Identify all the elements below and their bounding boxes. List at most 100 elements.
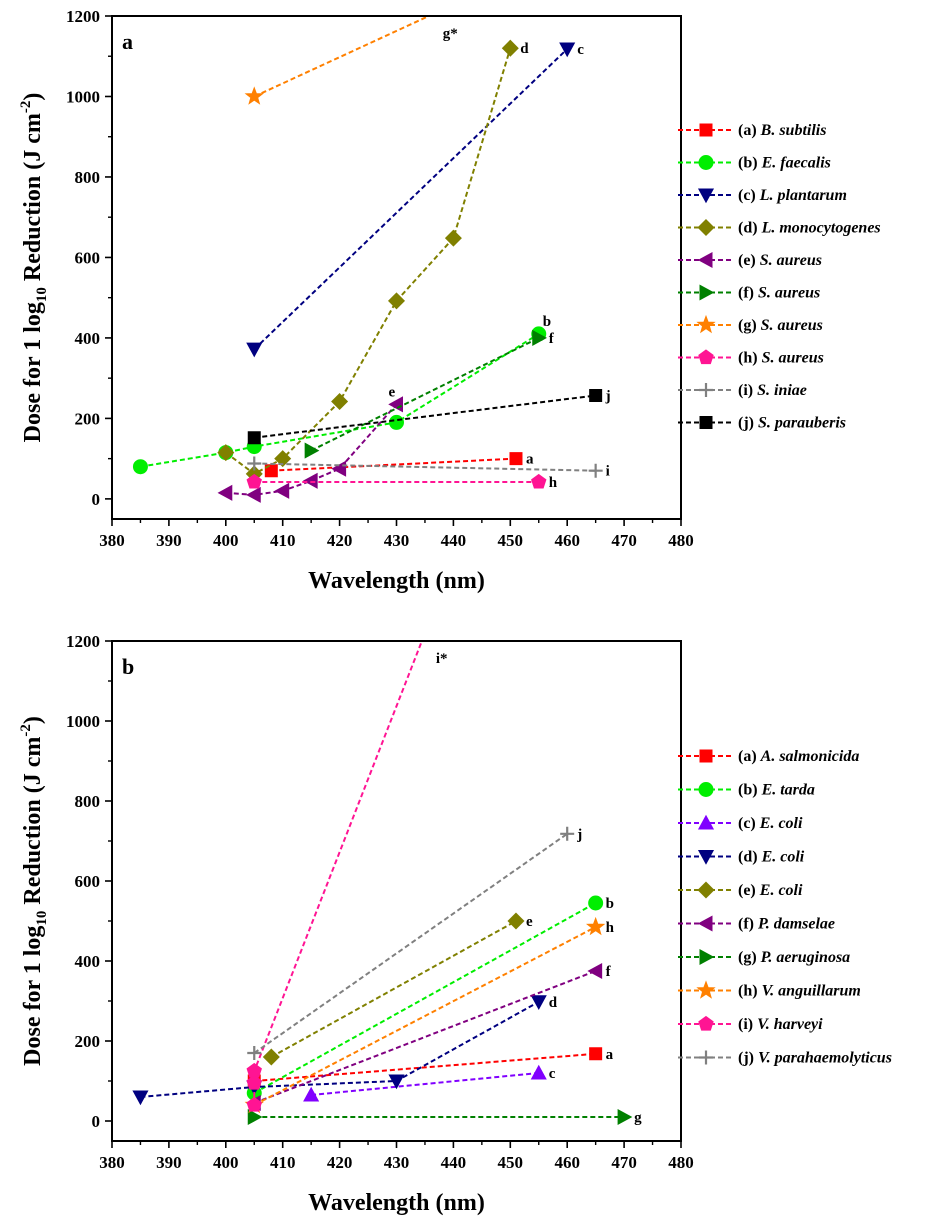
end-label-e: e [389,384,396,400]
x-tick-label: 480 [668,531,694,550]
y-axis-title-part: 10 [34,911,50,926]
data-point-d [444,229,462,247]
x-axis-title: Wavelength (nm) [308,568,485,594]
legend-label: (c) E. coli [738,815,803,832]
data-point-g [244,86,264,105]
end-label-d: d [520,41,529,57]
plot-area [132,16,603,503]
legend-name: P. aeruginosa [760,949,851,966]
data-point-e [507,912,525,930]
legend-prefix: (e) [738,252,760,269]
legend-label: (d) L. monocytogenes [738,220,881,237]
x-tick-label: 430 [384,531,410,550]
y-axis-title-part: -2 [18,724,34,737]
data-point-e [274,482,290,499]
legend-marker [697,188,715,204]
data-point-b [389,414,404,430]
legend-prefix: (b) [738,155,762,172]
legend-marker [699,284,715,301]
data-point-f [532,329,547,346]
legend-name: E. faecalis [761,155,831,172]
legend-name: E. coli [761,849,805,866]
end-label-a: a [526,452,534,468]
series-line-d [225,47,512,476]
legend-name: P. damselae [757,916,835,933]
end-label-i: i* [436,651,448,667]
legend-item-i: (i) S. iniae [678,382,807,399]
series-line-j [254,394,596,439]
legend-marker [697,881,715,899]
y-tick-label: 1000 [66,87,100,106]
end-label-j: j [605,388,611,404]
data-point-c [530,1064,547,1080]
end-label-h: h [549,475,558,491]
legend-name: E. coli [759,882,803,899]
series-line-h [253,926,597,1106]
legend-label: (g) P. aeruginosa [738,949,850,966]
series-line-f [253,970,596,1104]
y-tick-label: 400 [75,952,101,971]
x-tick-label: 410 [270,531,296,550]
legend-prefix: (c) [738,187,760,204]
x-tick-label: 410 [270,1153,296,1172]
legend-label: (f) P. damselae [738,916,835,933]
data-point-d [388,1074,405,1090]
data-point-h [531,473,547,489]
x-tick-label: 420 [327,1153,353,1172]
data-point-c [559,42,576,58]
legend-item-b: (b) E. faecalis [678,155,831,172]
end-label-e: e [526,914,533,930]
data-point-d [331,392,349,411]
y-axis-title-part: Dose for 1 log [20,302,46,442]
legend-name: E. tarda [761,782,815,799]
y-axis-title-part: ) [20,716,46,724]
legend-name: A. salmonicida [760,748,860,765]
x-tick-label: 450 [498,531,524,550]
legend-prefix: (j) [738,1050,758,1067]
legend-marker [698,155,714,170]
legend-marker [698,782,714,797]
x-tick-label: 400 [213,531,239,550]
legend-item-i: (i) V. harveyi [678,1015,823,1033]
end-label-g: g* [443,26,458,42]
data-point-i [588,463,603,478]
legend-item-j: (j) V. parahaemolyticus [678,1050,892,1067]
legend-marker [699,749,713,763]
legend-name: S. aureus [761,317,823,334]
legend-name: S. iniae [757,382,807,399]
legend-name: S. aureus [758,285,820,302]
data-point-e [331,460,347,477]
x-tick-label: 440 [441,1153,467,1172]
legend-name: L. monocytogenes [761,220,881,237]
plot-area [132,641,633,1126]
y-tick-label: 1200 [66,7,100,26]
data-point-g [617,1108,633,1126]
end-label-a: a [606,1047,614,1063]
plot-frame [111,640,682,1142]
legend-label: (f) S. aureus [738,285,820,302]
legend-marker [697,915,713,932]
plot-frame [111,15,682,520]
legend-prefix: (d) [738,220,762,237]
legend-marker [699,416,713,429]
data-point-e [246,486,261,503]
legend-prefix: (b) [738,782,762,799]
data-point-g [247,1108,263,1126]
data-point-d [387,292,406,310]
panel-a: a b c d e f g* h i j 380 390 400 410 420 430 440 450 460 47… [18,7,881,594]
end-label-h: h [606,920,615,936]
end-label-f: f [606,964,612,980]
legend-item-d: (d) E. coli [678,849,805,866]
legend-prefix: (c) [738,815,760,832]
data-point-h [585,916,606,936]
panel-label: a [122,29,133,54]
y-axis-title-part: -2 [18,101,34,114]
y-tick-label: 600 [75,248,101,267]
series-line-e [270,920,517,1058]
y-axis-title-part: Reduction (J cm [20,737,46,911]
legend-name: S. aureus [760,252,822,269]
x-tick-label: 460 [554,531,580,550]
series-line-c [311,1072,539,1096]
data-point-i [246,1074,262,1090]
